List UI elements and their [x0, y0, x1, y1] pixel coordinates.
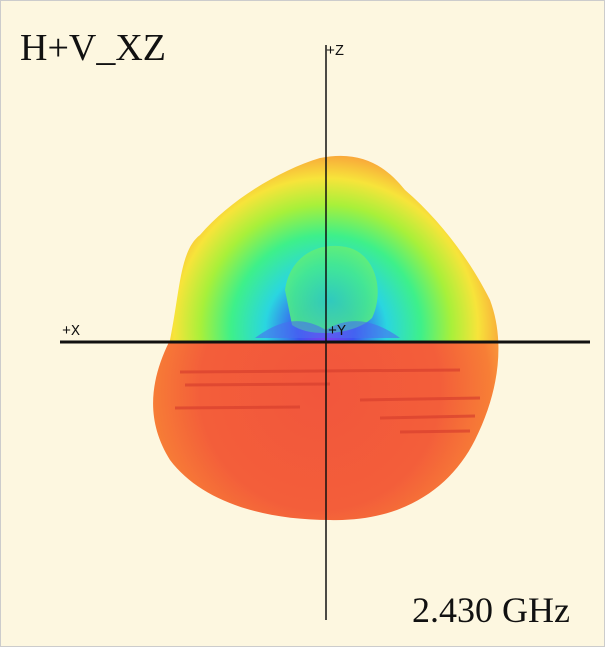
radiation-pattern	[153, 155, 499, 521]
z-axis-label: +Z	[326, 43, 344, 60]
view-title: H+V_XZ	[20, 27, 166, 69]
y-axis-label: +Y	[328, 323, 346, 340]
frequency-label: 2.430 GHz	[412, 590, 570, 630]
x-axis-label: +X	[62, 323, 80, 340]
